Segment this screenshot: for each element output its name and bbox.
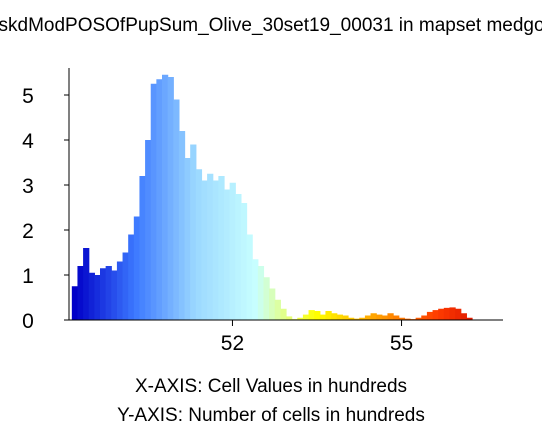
x-tick-label: 52 — [221, 332, 244, 355]
histogram-bar — [184, 158, 191, 320]
histogram-bar — [269, 288, 276, 320]
y-axis-label: Y-AXIS: Number of cells in hundreds — [117, 405, 425, 426]
histogram-bar — [426, 311, 434, 320]
histogram-bar — [359, 317, 366, 320]
histogram-bar — [88, 272, 95, 320]
histogram-bar — [455, 308, 462, 320]
histogram-bar — [240, 203, 248, 320]
histogram-bar — [212, 180, 219, 320]
histogram-bar — [263, 277, 270, 320]
histogram-bar — [224, 189, 231, 320]
histogram-bar — [286, 316, 293, 320]
y-tick-label: 4 — [22, 130, 34, 153]
histogram-bar — [325, 311, 332, 320]
x-axis-label: X-AXIS: Cell Values in hundreds — [135, 376, 407, 397]
histogram-bar — [376, 314, 383, 320]
histogram-bar — [398, 317, 405, 320]
histogram-bar — [190, 144, 197, 320]
histogram-bar — [381, 315, 389, 320]
histogram-bar — [460, 313, 467, 320]
histogram-bar — [173, 99, 180, 320]
histogram-bar — [314, 311, 321, 320]
histogram-bar — [167, 77, 174, 320]
histogram-bar — [370, 313, 377, 320]
histogram-bar — [235, 194, 242, 320]
histogram-bar — [150, 83, 157, 320]
histogram-bar — [139, 176, 146, 320]
histogram-bar — [100, 268, 107, 320]
histogram-bar — [195, 169, 203, 320]
histogram-bar — [105, 266, 112, 320]
histogram-bar — [111, 270, 118, 320]
histogram-bar — [280, 308, 287, 320]
x-tick-label: 55 — [390, 332, 413, 355]
histogram-bar — [218, 176, 225, 320]
histogram-bar — [331, 313, 338, 320]
histogram-bar — [393, 315, 400, 320]
histogram-bar — [116, 261, 124, 320]
histogram-bar — [348, 317, 355, 320]
histogram-bar — [207, 173, 214, 320]
histogram-bar — [71, 286, 79, 320]
histogram-bar — [128, 234, 135, 320]
histogram-bar — [415, 317, 422, 320]
histogram-bar — [162, 74, 169, 320]
histogram-bar — [443, 307, 451, 320]
histogram-bar — [302, 314, 310, 320]
histogram-bar — [438, 308, 445, 320]
histogram-bar — [342, 315, 349, 320]
histogram-bar — [297, 317, 304, 320]
y-tick-label: 3 — [22, 175, 34, 198]
histogram-bar — [421, 315, 428, 320]
y-tick-label: 1 — [22, 265, 34, 288]
histogram-bar — [364, 315, 372, 320]
histogram-bar — [308, 310, 315, 320]
histogram-bar — [432, 310, 439, 320]
histogram-bar — [156, 79, 163, 320]
histogram-bar — [387, 313, 394, 320]
x-axis-ticks: 52 55 — [221, 320, 413, 355]
histogram-bar — [201, 180, 208, 320]
histogram-bar — [145, 140, 152, 320]
histogram-bar — [246, 234, 253, 320]
histogram-bar — [274, 299, 281, 320]
histogram-bar — [257, 266, 265, 320]
histogram-bar — [252, 259, 259, 320]
histogram-bar — [133, 216, 141, 320]
y-tick-label: 0 — [22, 310, 34, 333]
histogram-bar — [77, 266, 84, 320]
histogram-bar — [336, 314, 343, 320]
histogram-bars — [71, 74, 473, 320]
chart-title: MskdModPOSOfPupSum_Olive_30set19_00031 i… — [0, 15, 542, 36]
y-tick-label: 5 — [22, 85, 34, 108]
histogram-bar — [178, 131, 186, 320]
histogram-bar — [353, 318, 360, 320]
histogram-bar — [122, 252, 129, 320]
histogram-bar — [449, 307, 456, 320]
y-axis-ticks: 0 1 2 3 4 5 — [22, 85, 69, 333]
y-tick-label: 2 — [22, 220, 34, 243]
histogram-bar — [404, 318, 411, 320]
histogram-bar — [83, 248, 90, 320]
histogram-bar — [319, 314, 327, 320]
histogram-bar — [466, 317, 473, 320]
histogram-bar — [94, 275, 101, 320]
histogram-bar — [229, 182, 236, 320]
